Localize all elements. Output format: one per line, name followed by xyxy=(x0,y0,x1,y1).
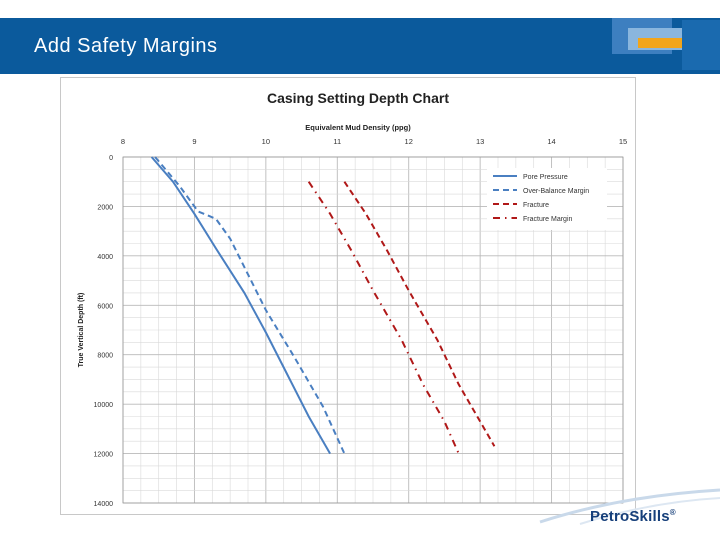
plot-border xyxy=(122,156,624,504)
trademark: ® xyxy=(669,508,676,517)
y-axis-label: True Vertical Depth (ft) xyxy=(78,293,85,368)
x-tick-label: 10 xyxy=(262,137,270,146)
x-tick-label: 12 xyxy=(405,137,413,146)
chart-title: Casing Setting Depth Chart xyxy=(267,90,449,106)
x-tick-label: 9 xyxy=(192,137,196,146)
y-tick-label: 14000 xyxy=(94,501,114,508)
logo-text: PetroSkills xyxy=(590,508,670,525)
x-tick-label: 13 xyxy=(476,137,484,146)
y-tick-label: 12000 xyxy=(94,452,114,459)
x-tick-label: 14 xyxy=(547,137,555,146)
header-band xyxy=(0,18,720,74)
casing-depth-chart: Casing Setting Depth Chart Equivalent Mud… xyxy=(78,90,627,508)
series-line-over-balance-margin xyxy=(154,156,346,455)
petroskills-logo: PetroSkills® xyxy=(590,508,676,525)
x-tick-label: 8 xyxy=(121,137,125,146)
legend-label: Fracture Margin xyxy=(523,216,573,223)
series-line-pore-pressure xyxy=(150,156,331,455)
y-tick-label: 10000 xyxy=(94,402,114,409)
y-tick-label: 8000 xyxy=(97,353,113,360)
legend-label: Pore Pressure xyxy=(523,174,568,181)
chart-frame: Casing Setting Depth Chart Equivalent Mud… xyxy=(60,77,636,515)
x-axis-label: Equivalent Mud Density (ppg) xyxy=(305,123,411,132)
slide-header: Add Safety Margins xyxy=(0,0,720,74)
x-tick-label: 11 xyxy=(333,137,341,146)
legend-label: Fracture xyxy=(523,202,549,209)
series-line-fracture xyxy=(343,181,496,447)
y-tick-label: 2000 xyxy=(97,204,113,211)
slide-title: Add Safety Margins xyxy=(34,35,218,57)
legend-box xyxy=(487,168,607,230)
y-tick-label: 4000 xyxy=(97,254,113,261)
y-tick-label: 0 xyxy=(109,155,113,162)
x-tick-label: 15 xyxy=(619,137,627,146)
y-tick-label: 6000 xyxy=(97,303,113,310)
legend-label: Over-Balance Margin xyxy=(523,188,589,195)
header-decoration xyxy=(612,18,720,74)
footer-swoosh xyxy=(539,488,720,525)
